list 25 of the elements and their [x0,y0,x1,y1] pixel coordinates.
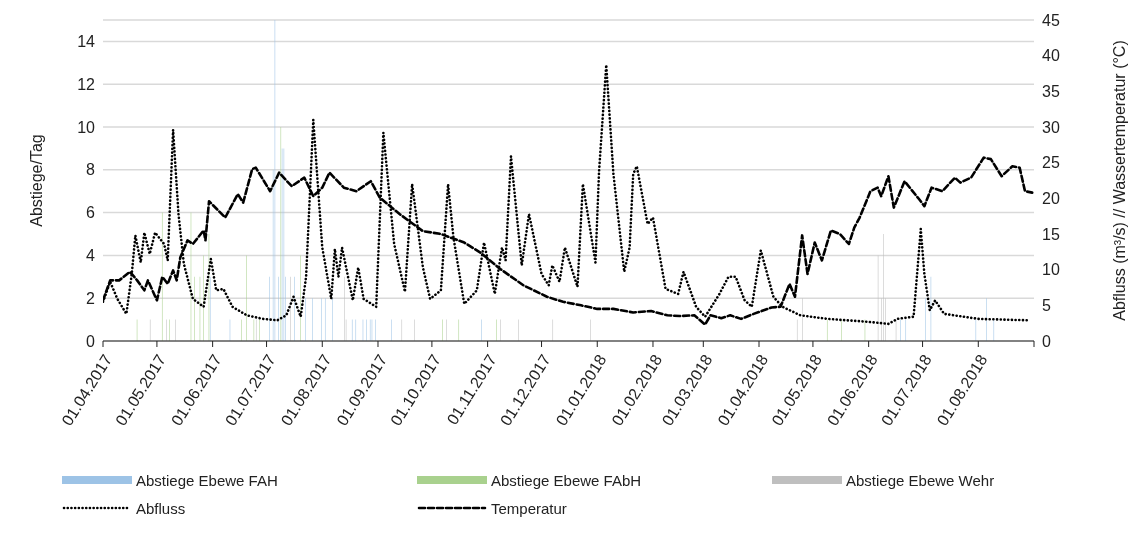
y2-tick-label: 35 [1042,83,1060,101]
y-tick-label: 10 [77,118,96,136]
y-tick-label: 0 [86,332,96,350]
legend-label: Abfluss [136,499,186,517]
y2-tick-label: 30 [1042,118,1060,136]
y2-tick-label: 20 [1042,190,1060,208]
legend-label: Abstiege Ebewe FAH [136,471,278,489]
y2-axis-title: Abfluss (m³/s) // Wassertemperatur (°C) [1110,40,1128,321]
y2-tick-label: 5 [1042,297,1051,315]
legend-label: Temperatur [491,499,567,517]
y2-tick-label: 25 [1042,154,1060,172]
y-tick-label: 2 [86,289,96,307]
y-tick-label: 8 [86,161,96,179]
y2-tick-label: 15 [1042,225,1060,243]
y-tick-label: 12 [77,75,96,93]
y-tick-label: 6 [86,204,96,222]
y2-tick-label: 40 [1042,47,1060,65]
y2-tick-label: 45 [1042,11,1060,29]
y-axis-title: Abstiege/Tag [27,134,45,227]
legend-label: Abstiege Ebewe FAbH [491,471,642,489]
y-tick-label: 14 [77,33,96,51]
y-tick-label: 4 [86,247,96,265]
y2-tick-label: 0 [1042,332,1051,350]
legend-label: Abstiege Ebewe Wehr [846,471,995,489]
y2-tick-label: 10 [1042,261,1060,279]
